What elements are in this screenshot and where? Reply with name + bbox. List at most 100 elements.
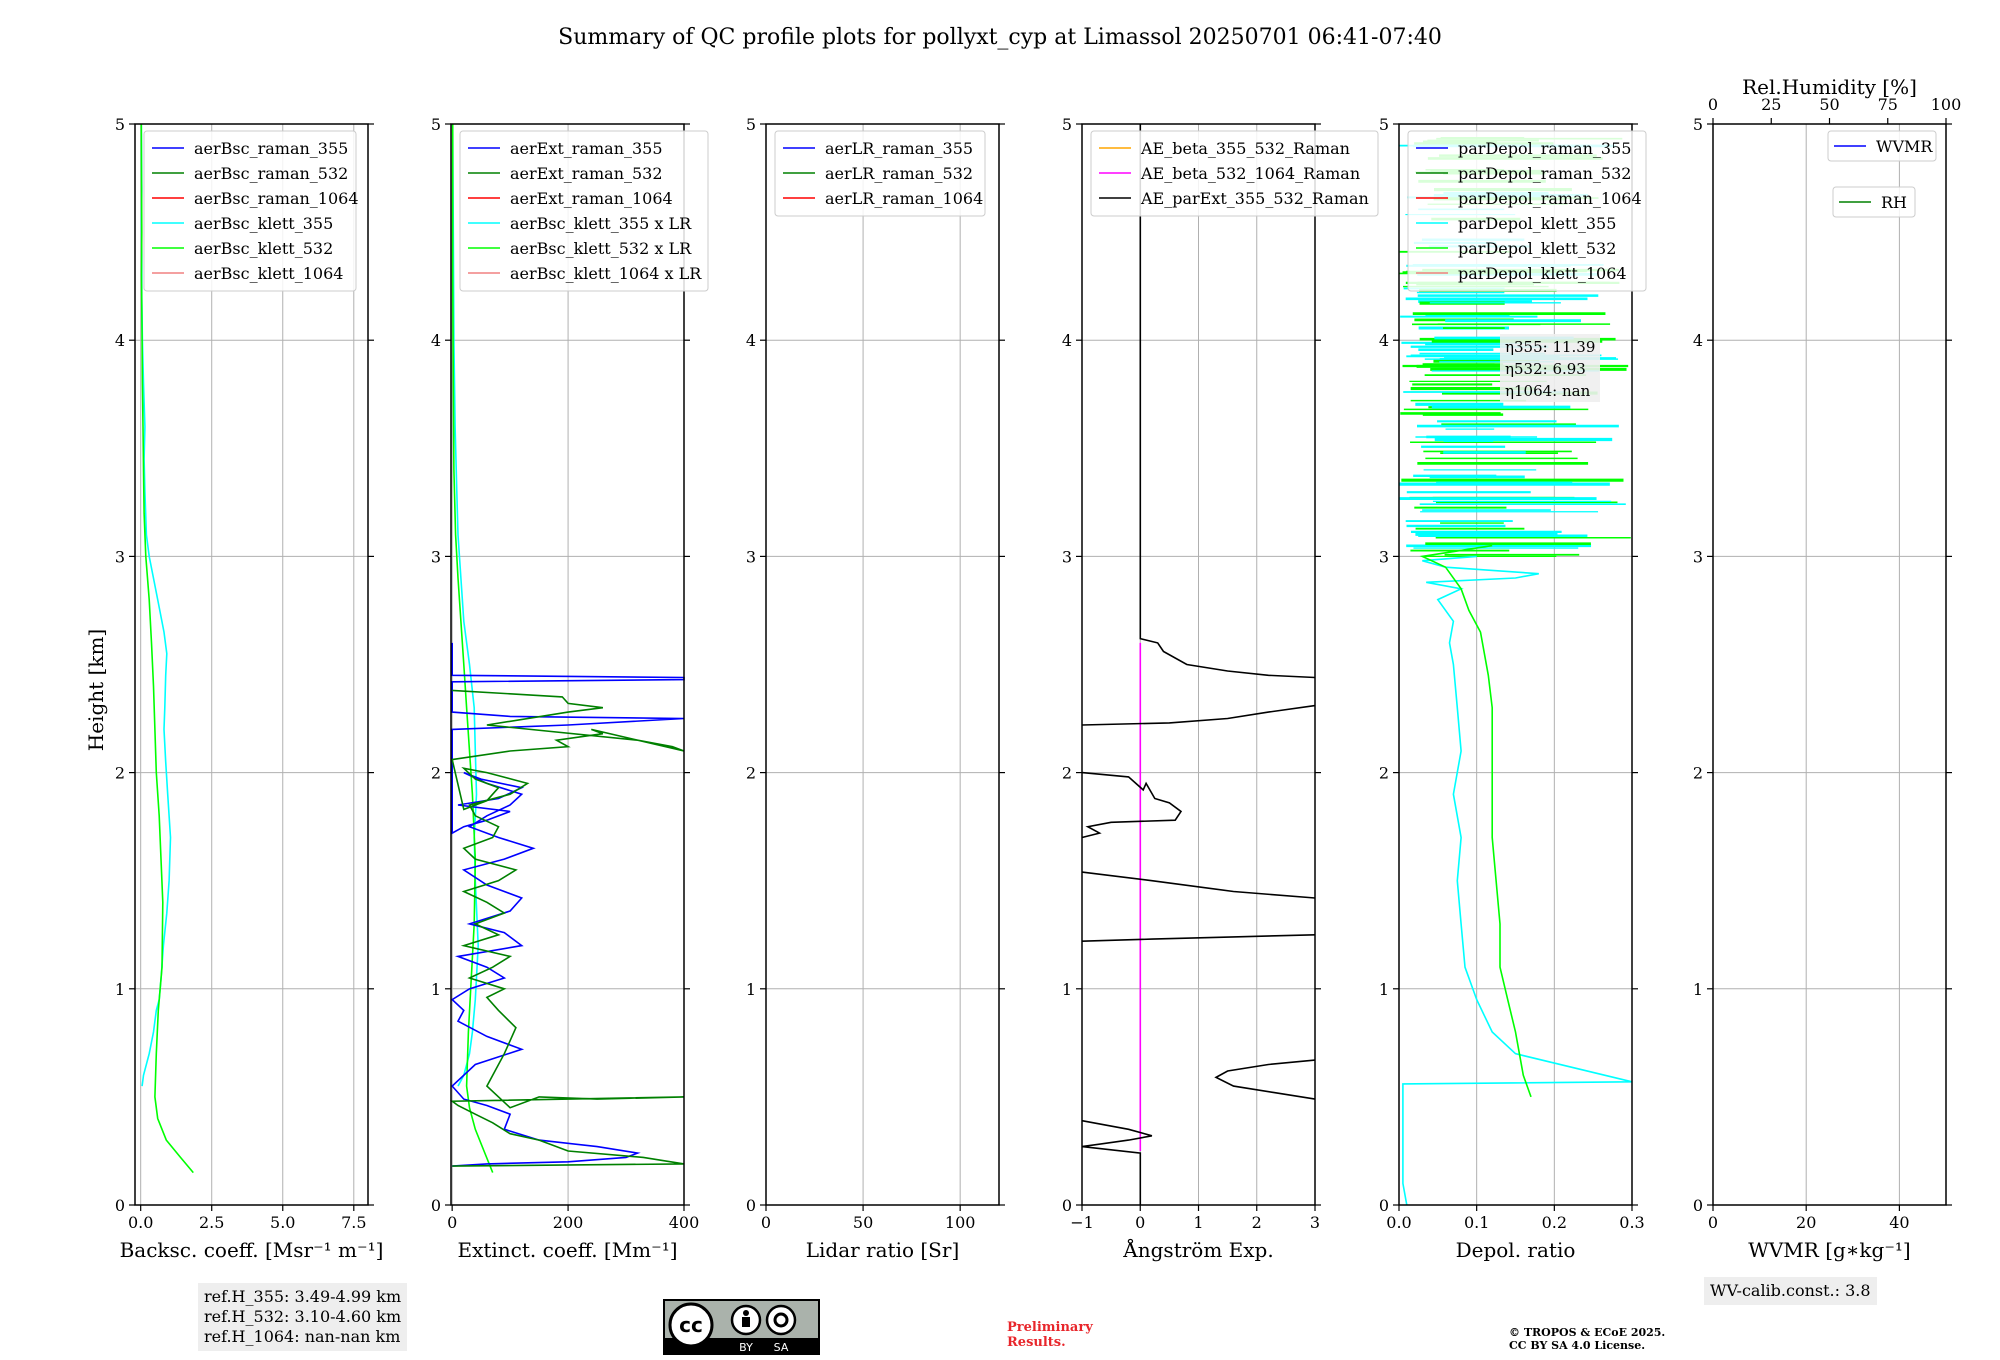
axes-frame	[134, 123, 369, 1206]
x-tick-label: 0.0	[128, 1213, 153, 1232]
legend-label: aerExt_raman_532	[510, 164, 663, 183]
y-tick-label: 2	[431, 764, 441, 783]
series-AE_parExt_355_532_Raman	[1081, 934, 1316, 942]
y-tick-label: 4	[431, 331, 441, 350]
series-AE_parExt_355_532_Raman	[1081, 1119, 1153, 1205]
y-tick-label: 5	[1379, 115, 1389, 134]
preliminary-note: Preliminary Results.	[1007, 1320, 1093, 1350]
y-tick-label: 2	[1062, 764, 1072, 783]
x-tick-label: 0.2	[1542, 1213, 1567, 1232]
legend-label: aerLR_raman_532	[825, 164, 973, 183]
legend-box	[774, 130, 986, 217]
legend-WVMR: WVMR	[1827, 130, 1937, 162]
legend-label: parDepol_raman_355	[1458, 139, 1631, 158]
series-parDepol_klett_532	[1419, 544, 1532, 1098]
x-tick-label: −1	[1070, 1213, 1094, 1232]
cc-license-badge: cc BY SA	[663, 1299, 820, 1355]
sa-icon	[765, 1304, 797, 1336]
panel-bsc: 0.0 2.5 5.0 7.5 0 1 2 3 4 5 Backsc. coeff. [Msr⁻¹ …	[115, 115, 384, 1262]
annotation-line: η355: 11.39	[1505, 338, 1595, 356]
series-AE_parExt_355_532_Raman	[1081, 871, 1316, 899]
y-tick-label: 1	[746, 980, 756, 999]
x-tick-label: 0	[1708, 1213, 1718, 1232]
series-parDepol_klett_355	[1402, 555, 1633, 1206]
legend-label: WVMR	[1876, 137, 1933, 156]
legend-label: aerLR_raman_1064	[825, 189, 983, 208]
ref-h-1064: ref.H_1064: nan-nan km	[204, 1327, 401, 1346]
y-tick-label: 0	[431, 1196, 441, 1215]
wv-calib-box: WV-calib.const.: 3.8	[1704, 1277, 1877, 1305]
legend-label: aerBsc_klett_1064 x LR	[510, 264, 702, 283]
y-tick-label: 5	[1062, 115, 1072, 134]
panel-ext: 0 200 400 0 1 2 3 4 5 Extinct. coeff. [Mm⁻¹] aerEx…	[431, 115, 709, 1262]
series-aerBsc_klett_355 x LR	[451, 123, 480, 1087]
y-tick-label: 3	[115, 547, 125, 566]
y-tick-label: 0	[1693, 1196, 1703, 1215]
x-axis-label: Depol. ratio	[1456, 1238, 1576, 1262]
y-tick-label: 4	[1062, 331, 1072, 350]
x-tick-label: 50	[853, 1213, 873, 1232]
legend-box	[1090, 130, 1379, 217]
y-tick-label: 5	[115, 115, 125, 134]
annotation-line: η532: 6.93	[1505, 360, 1586, 378]
x-tick-label: 0	[447, 1213, 457, 1232]
y-tick-label: 4	[115, 331, 125, 350]
top-axis-label: Rel.Humidity [%]	[1742, 75, 1917, 99]
cc-icon	[668, 1302, 714, 1348]
copyright-note: © TROPOS & ECoE 2025. CC BY SA 4.0 Licen…	[1509, 1326, 1666, 1352]
y-tick-label: 2	[1379, 764, 1389, 783]
x-tick-label: 2.5	[199, 1213, 224, 1232]
series-aerBsc_klett_532 x LR	[451, 124, 494, 1173]
x-tick-label: 0.3	[1619, 1213, 1644, 1232]
x-tick-label: 0	[1135, 1213, 1145, 1232]
legend-box	[1407, 130, 1647, 292]
wv-calib-text: WV-calib.const.: 3.8	[1710, 1281, 1871, 1300]
y-tick-label: 2	[1693, 764, 1703, 783]
x-tick-label: 40	[1889, 1213, 1909, 1232]
x-axis-label: Extinct. coeff. [Mm⁻¹]	[457, 1238, 677, 1262]
x-tick-label: 3	[1310, 1213, 1320, 1232]
y-tick-label: 0	[1062, 1196, 1072, 1215]
top-tick-label: 25	[1761, 95, 1781, 114]
axes-frame	[1712, 123, 1947, 1206]
top-tick-label: 100	[1931, 95, 1962, 114]
legend-label: aerBsc_klett_355 x LR	[510, 214, 692, 233]
annotation-line: η1064: nan	[1505, 382, 1591, 400]
legend: parDepol_raman_355 parDepol_raman_532 parD…	[1407, 130, 1647, 292]
legend-label: parDepol_klett_355	[1458, 214, 1616, 233]
legend-box	[1827, 130, 1937, 162]
series-AE_parExt_355_532_Raman	[1081, 704, 1316, 726]
legend-label: parDepol_raman_1064	[1458, 189, 1642, 208]
legend-label: AE_beta_355_532_Raman	[1140, 139, 1350, 158]
y-tick-label: 2	[746, 764, 756, 783]
legend: AE_beta_355_532_Raman AE_beta_532_1064_Ra…	[1090, 130, 1379, 217]
x-axis-label: Backsc. coeff. [Msr⁻¹ m⁻¹]	[120, 1238, 384, 1262]
y-tick-label: 0	[115, 1196, 125, 1215]
y-tick-label: 4	[746, 331, 756, 350]
x-tick-label: 0.1	[1464, 1213, 1489, 1232]
top-tick-label: 0	[1708, 95, 1718, 114]
series-aerExt_raman_532	[449, 689, 685, 1167]
legend-label: aerBsc_klett_532 x LR	[510, 239, 692, 258]
y-tick-label: 3	[431, 547, 441, 566]
x-tick-label: 200	[553, 1213, 584, 1232]
ref-h-532: ref.H_532: 3.10-4.60 km	[204, 1307, 402, 1326]
y-tick-label: 3	[1693, 547, 1703, 566]
x-tick-label: 5.0	[270, 1213, 295, 1232]
legend-box	[143, 130, 357, 292]
x-tick-label: 2	[1252, 1213, 1262, 1232]
legend-label: aerBsc_klett_355	[194, 214, 333, 233]
y-axis-label: Height [km]	[84, 629, 108, 751]
x-tick-label: 1	[1193, 1213, 1203, 1232]
y-tick-label: 3	[1379, 547, 1389, 566]
top-tick-label: 50	[1819, 95, 1839, 114]
legend-box	[459, 130, 709, 292]
series-AE_parExt_355_532_Raman	[1081, 771, 1183, 839]
panel-wv: 0 20 40 0 1 2 3 4 5 WVMR [g∗kg⁻¹] 0 25 50 75 100 Rel.Hu…	[1693, 75, 1961, 1262]
top-tick-label: 75	[1878, 95, 1898, 114]
y-tick-label: 3	[1062, 547, 1072, 566]
legend-box	[1832, 186, 1916, 218]
y-tick-label: 4	[1379, 331, 1389, 350]
y-tick-label: 1	[1693, 980, 1703, 999]
